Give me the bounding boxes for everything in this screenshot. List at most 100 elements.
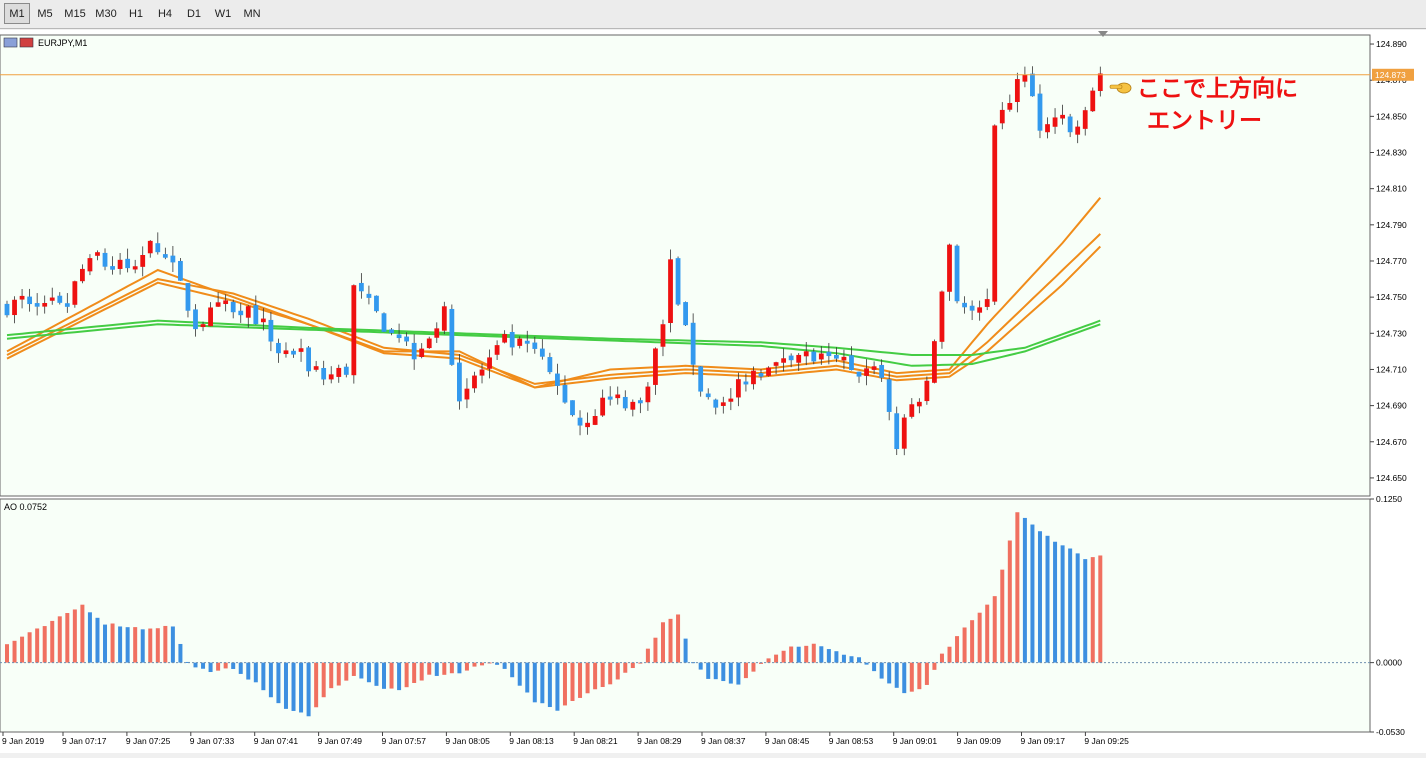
moving-average-line bbox=[6, 323, 1101, 367]
candle bbox=[818, 346, 824, 365]
candle bbox=[1067, 113, 1073, 138]
timeframe-w1[interactable]: W1 bbox=[214, 8, 232, 20]
ao-bar bbox=[1007, 540, 1012, 663]
current-price-box bbox=[1372, 68, 1414, 81]
candle bbox=[419, 343, 425, 359]
ao-bar bbox=[87, 612, 92, 663]
ao-bar bbox=[826, 649, 831, 663]
ao-bar bbox=[216, 662, 221, 671]
candle bbox=[841, 349, 847, 370]
candle bbox=[984, 288, 990, 311]
ao-bar bbox=[374, 662, 379, 686]
timeframe-m5[interactable]: M5 bbox=[37, 8, 53, 20]
candle bbox=[901, 414, 907, 456]
price-plot-area[interactable] bbox=[0, 34, 1371, 497]
candle bbox=[441, 301, 447, 335]
ao-tick-label: 0.0000 bbox=[1376, 658, 1402, 668]
ao-bar bbox=[706, 662, 711, 679]
ao-bar bbox=[397, 662, 402, 691]
candle bbox=[193, 304, 198, 337]
ao-bar bbox=[789, 646, 794, 663]
ao-bar bbox=[939, 653, 944, 663]
timeframe-d1[interactable]: D1 bbox=[186, 8, 202, 20]
candle bbox=[306, 345, 311, 377]
ao-bar bbox=[1083, 559, 1088, 663]
ao-bar bbox=[351, 662, 356, 676]
ao-bar bbox=[683, 638, 688, 663]
ao-bar bbox=[268, 662, 273, 698]
timeframe-h1[interactable]: H1 bbox=[128, 8, 144, 20]
ao-bar bbox=[962, 627, 967, 663]
shift-marker bbox=[1098, 31, 1108, 37]
price-tick-label: 124.890 bbox=[1376, 39, 1407, 49]
candle bbox=[1097, 66, 1103, 97]
ao-bar bbox=[992, 596, 997, 663]
candle bbox=[796, 353, 802, 371]
ao-bar bbox=[359, 662, 364, 679]
ao-bar bbox=[95, 617, 100, 663]
candle bbox=[283, 342, 289, 358]
candle bbox=[547, 352, 553, 375]
price-tick-label: 124.770 bbox=[1376, 256, 1407, 266]
ao-bar bbox=[781, 650, 786, 663]
ao-bar bbox=[743, 662, 748, 679]
candle bbox=[268, 312, 274, 352]
ao-bar bbox=[246, 662, 251, 680]
moving-average-line bbox=[6, 319, 1101, 356]
ao-bar bbox=[721, 662, 726, 682]
ao-bar bbox=[1053, 541, 1058, 663]
candle bbox=[223, 294, 229, 312]
ao-bar bbox=[103, 624, 108, 663]
candle bbox=[276, 338, 281, 363]
ao-bar bbox=[427, 662, 432, 675]
timeframe-m30[interactable]: M30 bbox=[95, 8, 117, 20]
candle bbox=[592, 409, 598, 426]
ao-bar bbox=[804, 645, 809, 663]
ao-bar bbox=[902, 662, 907, 694]
candle bbox=[464, 378, 470, 409]
candle bbox=[999, 102, 1005, 130]
time-tick-label: 9 Jan 09:01 bbox=[893, 736, 938, 746]
timeframe-h4[interactable]: H4 bbox=[157, 8, 173, 20]
ao-bar bbox=[879, 662, 884, 679]
candle bbox=[351, 284, 357, 384]
ao-bar bbox=[299, 662, 304, 713]
candle bbox=[27, 288, 33, 312]
ao-bar bbox=[615, 662, 620, 680]
candle bbox=[947, 243, 952, 301]
ao-bar bbox=[412, 662, 417, 683]
ao-bar bbox=[291, 662, 296, 711]
ao-bar bbox=[125, 627, 130, 663]
time-tick-label: 9 Jan 2019 bbox=[2, 736, 44, 746]
ao-bar bbox=[924, 662, 929, 685]
candle bbox=[509, 324, 515, 356]
ao-bar bbox=[977, 612, 982, 663]
ao-bar bbox=[185, 661, 190, 663]
moving-average-line bbox=[6, 197, 1102, 389]
indicator-plot-area[interactable] bbox=[0, 498, 1371, 733]
ao-bar bbox=[857, 657, 862, 663]
candle bbox=[155, 232, 161, 255]
time-tick-label: 9 Jan 08:05 bbox=[445, 736, 490, 746]
candle bbox=[577, 410, 583, 436]
ao-bar bbox=[457, 662, 462, 674]
candle bbox=[585, 412, 590, 435]
ao-bar bbox=[419, 662, 424, 681]
candle bbox=[449, 304, 455, 366]
candle bbox=[4, 300, 10, 318]
ao-bar bbox=[955, 636, 960, 663]
ao-bar bbox=[5, 644, 9, 663]
chart-area[interactable]: 124.890124.870124.850124.830124.810124.7… bbox=[0, 30, 1426, 753]
ao-bar bbox=[1090, 557, 1095, 663]
candle bbox=[894, 406, 900, 456]
candle bbox=[939, 290, 945, 349]
candle bbox=[502, 330, 508, 344]
timeframe-m15[interactable]: M15 bbox=[64, 8, 86, 20]
ao-bar bbox=[819, 646, 824, 663]
timeframe-m1[interactable]: M1 bbox=[4, 3, 30, 24]
time-tick-label: 9 Jan 08:53 bbox=[829, 736, 874, 746]
timeframe-mn[interactable]: MN bbox=[243, 8, 261, 20]
candle bbox=[1037, 84, 1043, 139]
candle bbox=[185, 283, 191, 318]
ao-bar bbox=[306, 662, 311, 717]
